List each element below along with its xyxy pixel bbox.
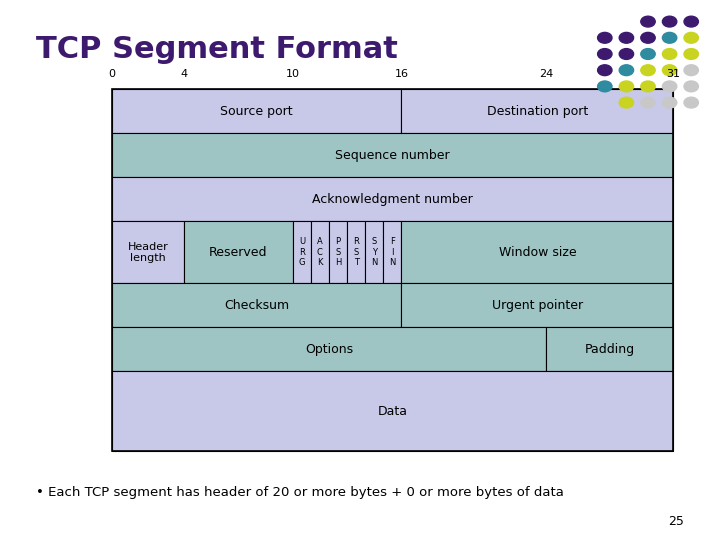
Text: Padding: Padding (585, 343, 635, 356)
Text: U
R
G: U R G (299, 238, 305, 267)
Text: 24: 24 (539, 69, 554, 79)
Text: 31: 31 (666, 69, 680, 79)
Text: R
S
T: R S T (354, 238, 359, 267)
Text: 16: 16 (395, 69, 408, 79)
Text: TCP Segment Format: TCP Segment Format (36, 35, 398, 64)
Text: S
Y
N: S Y N (371, 238, 377, 267)
Text: 10: 10 (286, 69, 300, 79)
Text: F
I
N: F I N (390, 238, 395, 267)
Text: Header
length: Header length (127, 241, 168, 263)
Text: Data: Data (377, 404, 408, 418)
Text: A
C
K: A C K (317, 238, 323, 267)
Text: Checksum: Checksum (224, 299, 289, 312)
Text: 25: 25 (668, 515, 684, 528)
Text: Reserved: Reserved (210, 246, 268, 259)
Text: Options: Options (305, 343, 353, 356)
Text: Window size: Window size (498, 246, 576, 259)
Text: P
S
H: P S H (335, 238, 341, 267)
Text: Urgent pointer: Urgent pointer (492, 299, 583, 312)
Text: Source port: Source port (220, 105, 293, 118)
Text: Acknowledgment number: Acknowledgment number (312, 193, 473, 206)
Text: Destination port: Destination port (487, 105, 588, 118)
Text: • Each TCP segment has header of 20 or more bytes + 0 or more bytes of data: • Each TCP segment has header of 20 or m… (36, 486, 564, 499)
Text: 0: 0 (108, 69, 115, 79)
Text: 4: 4 (181, 69, 188, 79)
Text: Sequence number: Sequence number (335, 149, 450, 162)
